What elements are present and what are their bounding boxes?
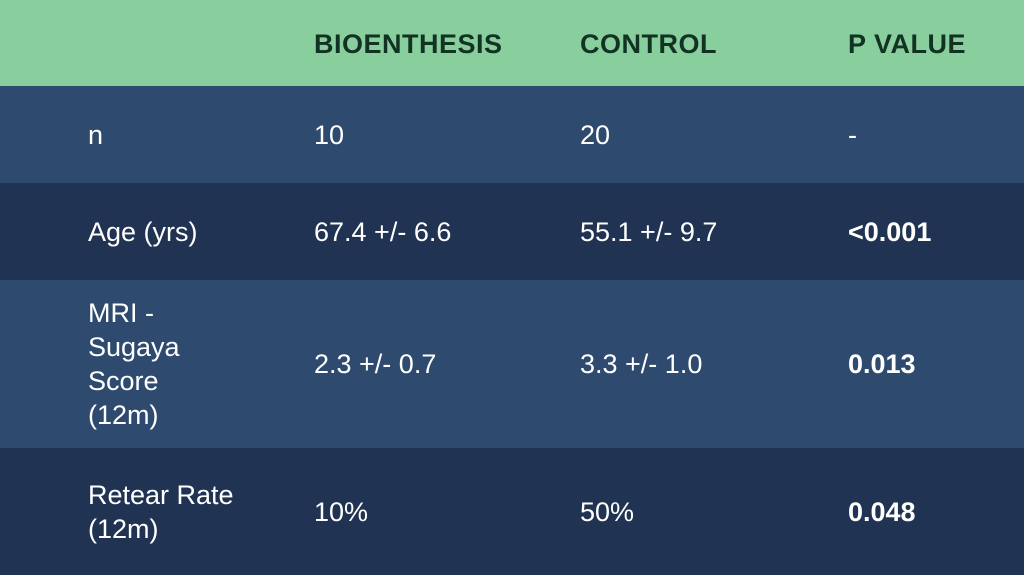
bioenthesis-value: 10% [314, 496, 369, 527]
p-value: - [848, 119, 857, 150]
row-label: MRI - Sugaya Score (12m) [88, 298, 180, 430]
bioenthesis-value: 67.4 +/- 6.6 [314, 216, 452, 247]
table-row: Age (yrs) 67.4 +/- 6.6 55.1 +/- 9.7 <0.0… [0, 183, 1024, 280]
bioenthesis-value: 10 [314, 119, 345, 150]
control-value: 3.3 +/- 1.0 [580, 349, 703, 379]
control-value: 55.1 +/- 9.7 [580, 216, 718, 247]
p-value: 0.013 [848, 349, 916, 379]
row-label: Age (yrs) [88, 216, 198, 247]
table-header: BIOENTHESIS CONTROL P VALUE [0, 0, 1024, 86]
header-cell-bioenthesis: BIOENTHESIS [314, 29, 503, 59]
header-cell-empty [0, 42, 314, 44]
row-label: n [88, 119, 104, 150]
control-value: 50% [580, 496, 635, 527]
control-value: 20 [580, 119, 611, 150]
table-row: Retear Rate (12m) 10% 50% 0.048 [0, 448, 1024, 575]
table-row: n 10 20 - [0, 86, 1024, 183]
p-value: <0.001 [848, 216, 932, 247]
p-value: 0.048 [848, 496, 916, 527]
header-cell-control: CONTROL [580, 29, 717, 59]
header-cell-p-value: P VALUE [848, 29, 967, 59]
table-row: MRI - Sugaya Score (12m) 2.3 +/- 0.7 3.3… [0, 280, 1024, 448]
row-label: Retear Rate (12m) [88, 479, 234, 544]
bioenthesis-value: 2.3 +/- 0.7 [314, 349, 437, 379]
